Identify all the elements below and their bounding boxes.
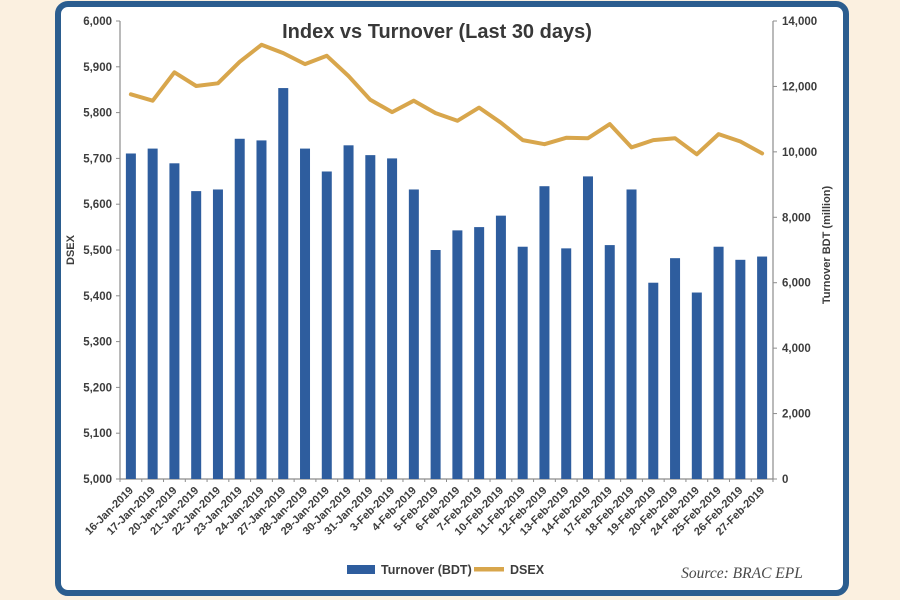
right-axis-tick-label: 14,000 [782, 16, 817, 28]
bar [691, 292, 702, 479]
bar [212, 189, 223, 479]
right-axis-tick-label: 10,000 [782, 147, 817, 159]
bar [735, 259, 746, 479]
bar [561, 248, 572, 479]
bar [387, 158, 398, 479]
right-axis-tick-label: 4,000 [782, 343, 811, 355]
right-axis-tick-label: 12,000 [782, 81, 817, 93]
bar [757, 256, 768, 479]
bar [256, 140, 267, 479]
right-axis-tick-label: 2,000 [782, 409, 811, 421]
right-axis-title: Turnover BDT (million) [821, 185, 833, 304]
source-attribution: Source: BRAC EPL [681, 565, 803, 582]
bar [321, 171, 332, 479]
dsex-line [128, 42, 765, 157]
bar [125, 153, 136, 479]
bar [452, 230, 463, 479]
bar [278, 88, 289, 480]
right-axis-tick-label: 8,000 [782, 212, 811, 224]
turnover-legend-label: Turnover (BDT) [381, 563, 472, 577]
left-axis-tick-label: 5,400 [83, 291, 112, 303]
bar [539, 186, 550, 479]
bar [517, 246, 528, 479]
bar [648, 282, 659, 479]
left-axis-tick-label: 5,100 [83, 428, 112, 440]
left-axis-tick-label: 5,800 [83, 108, 112, 120]
bar [234, 138, 245, 479]
right-axis-ticks: 0 2,000 4,000 6,000 8,000 10,000 12,000 14,000 [773, 16, 817, 486]
bar [582, 176, 593, 479]
left-axis-ticks: 5,000 5,100 5,200 5,300 5,400 5,500 5,600 5,700… [83, 16, 120, 486]
chart-title: Index vs Turnover (Last 30 days) [282, 21, 592, 43]
left-axis-tick-label: 5,600 [83, 199, 112, 211]
bar [300, 148, 311, 480]
bar [713, 246, 724, 479]
turnover-legend-swatch [347, 565, 375, 574]
chart-legend: Turnover (BDT) DSEX [347, 563, 545, 577]
left-axis-tick-label: 5,900 [83, 62, 112, 74]
bar [343, 145, 354, 480]
x-axis-labels: 16-Jan-201917-Jan-201920-Jan-201921-Jan-… [83, 479, 774, 538]
bar [474, 227, 485, 479]
bar [626, 189, 637, 479]
left-axis-tick-label: 5,000 [83, 474, 112, 486]
left-axis-tick-label: 5,300 [83, 337, 112, 349]
right-axis-tick-label: 6,000 [782, 278, 811, 290]
left-axis-title: DSEX [65, 234, 77, 265]
left-axis-tick-label: 5,700 [83, 153, 112, 165]
turnover-bars [125, 88, 768, 480]
bar [408, 189, 419, 479]
left-axis-tick-label: 5,200 [83, 382, 112, 394]
right-axis-tick-label: 0 [782, 474, 788, 486]
left-axis-tick-label: 5,500 [83, 245, 112, 257]
bar [147, 148, 158, 480]
left-axis-tick-label: 6,000 [83, 16, 112, 28]
bar [430, 250, 441, 479]
bar [365, 155, 376, 479]
dsex-legend-label: DSEX [510, 563, 545, 577]
bar [604, 245, 615, 479]
bar [495, 215, 506, 479]
dsex-legend-swatch [474, 567, 504, 572]
bar [191, 191, 202, 479]
bar [670, 258, 681, 479]
bar [169, 163, 180, 480]
dsex-line-series [128, 42, 765, 157]
